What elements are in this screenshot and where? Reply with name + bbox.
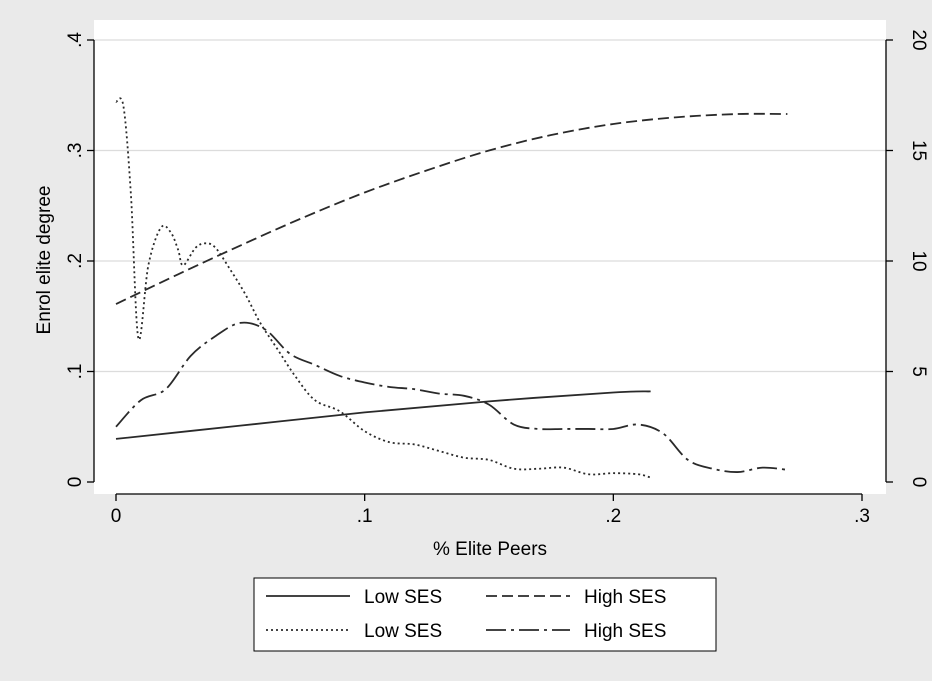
series-lines (115, 97, 788, 479)
y-tick-label: .4 (65, 32, 86, 48)
y-tick-label: .3 (65, 143, 86, 159)
legend-box (253, 577, 717, 652)
x-tick-label: 0 (111, 506, 122, 527)
y2-tick-label: 10 (908, 250, 929, 271)
x-tick-label: .2 (605, 506, 621, 527)
axes: 0 .1 .2 .3 0 .1 .2 .3 .4 0 5 10 15 20 (65, 29, 929, 527)
x-tick-label: .3 (854, 506, 870, 527)
y-axis-title: Enrol elite degree (34, 186, 55, 335)
plot-area (94, 20, 886, 494)
x-axis-title: % Elite Peers (433, 539, 547, 560)
y-tick-label: 0 (65, 477, 86, 488)
series-line-4 (115, 321, 788, 473)
series-line-1 (115, 390, 651, 440)
y2-tick-label: 15 (908, 140, 929, 161)
series-line-3 (115, 97, 651, 479)
y-tick-label: .2 (65, 253, 86, 269)
legend-label-2: High SES (584, 587, 666, 608)
y-tick-label: .1 (65, 364, 86, 380)
legend-label-4: High SES (584, 621, 666, 642)
legend: Low SES High SES Low SES High SES (253, 577, 717, 652)
y2-tick-label: 20 (908, 29, 929, 50)
series-line-2 (115, 112, 788, 305)
x-tick-label: .1 (357, 506, 373, 527)
legend-label-3: Low SES (364, 621, 442, 642)
y2-tick-label: 0 (908, 477, 929, 488)
y2-tick-label: 5 (908, 366, 929, 377)
legend-label-1: Low SES (364, 587, 442, 608)
